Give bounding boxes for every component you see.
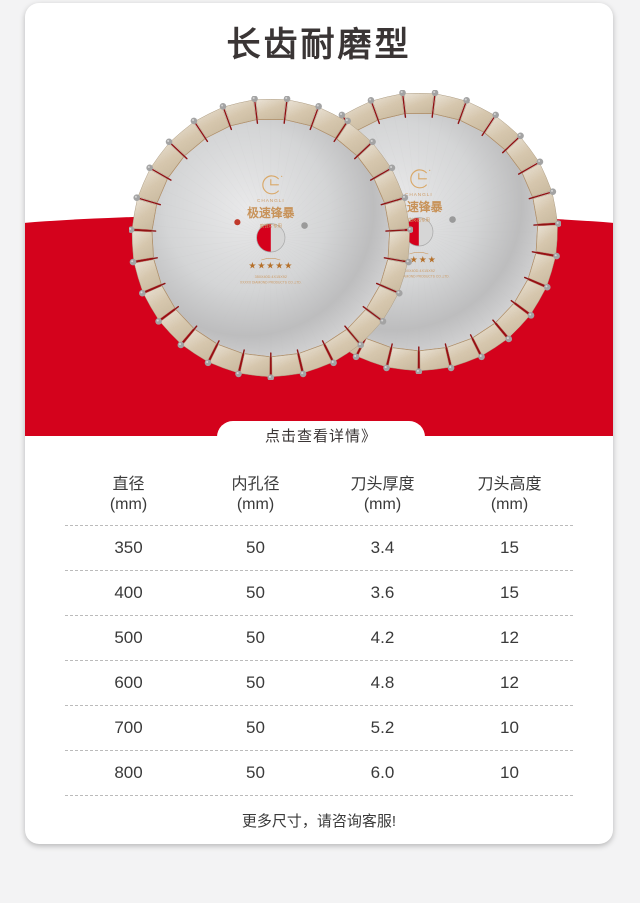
svg-text:极速锋暴: 极速锋暴 (247, 206, 294, 220)
svg-text:磨锂片专用: 磨锂片专用 (260, 222, 282, 229)
svg-text:XXXXX DIAMOND PRODUCTS CO.,LTD: XXXXX DIAMOND PRODUCTS CO.,LTD. (240, 281, 302, 285)
svg-text:350X40D.4X15X92: 350X40D.4X15X92 (255, 275, 287, 279)
svg-text:★★★★★: ★★★★★ (248, 261, 293, 271)
svg-text:CHANGLI: CHANGLI (257, 198, 285, 204)
